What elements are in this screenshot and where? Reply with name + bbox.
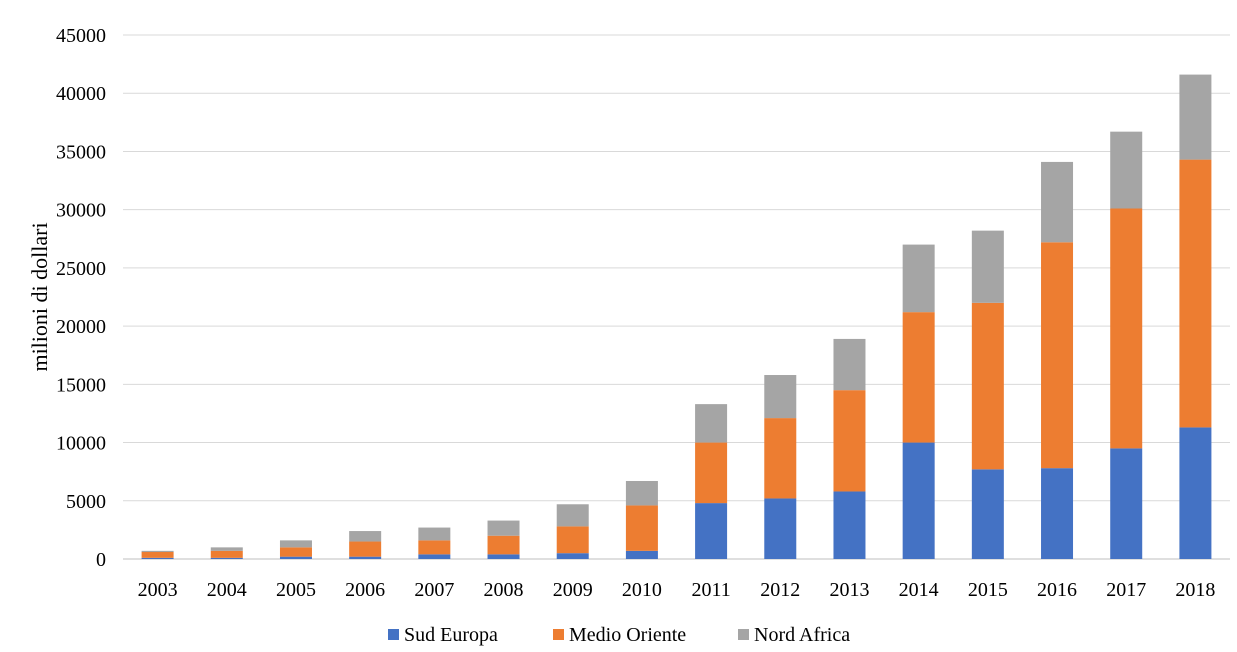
gridlines <box>123 34 1230 560</box>
x-tick-label: 2006 <box>345 579 385 601</box>
x-tick-label: 2007 <box>414 579 454 601</box>
bar-segment <box>141 550 174 553</box>
bar-segment <box>902 442 935 559</box>
x-tick-label: 2013 <box>829 579 869 601</box>
x-tick-label: 2008 <box>484 579 524 601</box>
x-tick-label: 2018 <box>1175 579 1215 601</box>
legend-label: Medio Oriente <box>569 624 686 646</box>
bar-segment <box>556 526 589 554</box>
x-tick-label: 2004 <box>207 579 247 601</box>
bar-segment <box>695 404 728 443</box>
bar-segment <box>625 505 658 551</box>
x-tick-label: 2011 <box>691 579 730 601</box>
bar-segment <box>141 552 174 558</box>
bar-segment <box>487 520 520 536</box>
bar-segment <box>833 491 866 559</box>
y-axis-label: milioni di dollari <box>27 222 52 371</box>
y-tick-label: 15000 <box>56 374 106 396</box>
bar-segment <box>210 550 243 558</box>
x-tick-label: 2012 <box>760 579 800 601</box>
bar-segment <box>487 554 520 559</box>
bar-segment <box>1110 208 1143 449</box>
bar-segment <box>418 527 451 541</box>
y-tick-label: 20000 <box>56 316 106 338</box>
bar-segment <box>1041 242 1074 469</box>
bar-segment <box>764 418 797 499</box>
bar-segment <box>141 557 174 559</box>
bar-segment <box>1179 159 1212 428</box>
bar-segment <box>210 547 243 551</box>
bar-segment <box>1179 74 1212 160</box>
bar-segment <box>625 550 658 559</box>
legend-swatch <box>738 629 749 640</box>
x-tick-label: 2016 <box>1037 579 1077 601</box>
bar-segment <box>625 480 658 506</box>
bar-segment <box>556 504 589 527</box>
y-tick-label: 25000 <box>56 258 106 280</box>
x-tick-label: 2003 <box>138 579 178 601</box>
bar-segment <box>902 312 935 443</box>
legend-swatch <box>553 629 564 640</box>
bar-segment <box>695 503 728 559</box>
bar-segment <box>764 498 797 559</box>
bar-segment <box>764 375 797 419</box>
y-tick-labels: 0 5000 10000 15000 20000 25000 30000 35000 40000… <box>56 25 106 571</box>
bar-segment <box>695 442 728 504</box>
y-tick-label: 35000 <box>56 141 106 163</box>
bar-segment <box>418 554 451 559</box>
bars <box>141 74 1212 559</box>
bar-segment <box>418 540 451 555</box>
x-tick-label: 2005 <box>276 579 316 601</box>
bar-segment <box>902 244 935 313</box>
bar-segment <box>556 553 589 559</box>
legend: Sud Europa Medio Oriente Nord Africa <box>388 624 850 646</box>
bar-segment <box>833 338 866 391</box>
bar-segment <box>349 556 382 559</box>
bar-segment <box>349 541 382 557</box>
bar-segment <box>279 547 312 557</box>
x-tick-label: 2014 <box>899 579 939 601</box>
bar-segment <box>833 390 866 492</box>
bar-segment <box>279 540 312 548</box>
x-tick-label: 2009 <box>553 579 593 601</box>
bar-segment <box>1179 427 1212 559</box>
y-tick-label: 10000 <box>56 433 106 455</box>
bar-segment <box>971 302 1004 470</box>
legend-swatch <box>388 629 399 640</box>
y-tick-label: 40000 <box>56 83 106 105</box>
bar-segment <box>971 469 1004 559</box>
bar-segment <box>1110 448 1143 559</box>
bar-segment <box>1041 468 1074 559</box>
bar-segment <box>279 556 312 559</box>
y-tick-label: 45000 <box>56 25 106 47</box>
bar-segment <box>971 230 1004 303</box>
y-tick-label: 30000 <box>56 200 106 222</box>
x-tick-label: 2015 <box>968 579 1008 601</box>
bar-segment <box>1041 161 1074 243</box>
x-tick-label: 2010 <box>622 579 662 601</box>
y-tick-label: 5000 <box>66 491 106 513</box>
y-tick-label: 0 <box>96 549 106 571</box>
x-tick-label: 2017 <box>1106 579 1146 601</box>
bar-segment <box>487 535 520 555</box>
bar-segment <box>349 531 382 542</box>
bar-segment <box>210 557 243 559</box>
legend-label: Nord Africa <box>754 624 850 646</box>
legend-label: Sud Europa <box>404 624 498 646</box>
x-tick-labels: 2003 2004 2005 2006 2007 2008 2009 2010 2011 2012… <box>138 579 1216 601</box>
bar-segment <box>1110 131 1143 209</box>
